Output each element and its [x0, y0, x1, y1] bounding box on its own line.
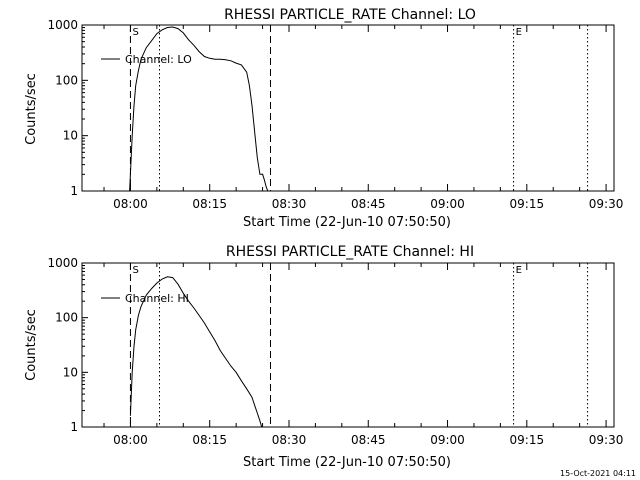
- marker-label: S: [132, 265, 138, 276]
- chart-panel-hi: RHESSI PARTICLE_RATE Channel: HI 08:00 08…: [24, 244, 623, 470]
- legend-label: Channel: LO: [125, 53, 192, 66]
- series-lines: [129, 276, 263, 428]
- x-tick-label: 09:15: [510, 197, 545, 211]
- y-tick-label: 1000: [47, 256, 78, 270]
- x-axis-ticks: 08:00 08:15 08:30 08:45 09:00 09:15 09:30: [103, 263, 624, 447]
- x-tick-label: 08:45: [351, 197, 386, 211]
- y-tick-label: 100: [55, 73, 78, 87]
- x-tick-label: 09:30: [589, 197, 624, 211]
- chart-title: RHESSI PARTICLE_RATE Channel: HI: [226, 244, 474, 260]
- y-tick-label: 100: [55, 311, 78, 325]
- x-tick-label: 09:15: [510, 433, 545, 447]
- y-axis-ticks: 1 10 100 1000: [47, 256, 88, 434]
- legend-label: Channel: HI: [125, 292, 189, 305]
- y-tick-label: 10: [63, 129, 78, 143]
- chart-panel-lo: RHESSI PARTICLE_RATE Channel: LO 08:00 08…: [24, 7, 623, 230]
- chart-title: RHESSI PARTICLE_RATE Channel: LO: [224, 7, 476, 23]
- x-tick-label: 08:00: [113, 197, 148, 211]
- marker-label: E: [516, 265, 522, 276]
- x-axis-title: Start Time (22-Jun-10 07:50:50): [243, 455, 451, 470]
- x-tick-label: 09:00: [430, 433, 465, 447]
- x-tick-label: 08:15: [192, 197, 227, 211]
- series-lines: [129, 26, 269, 192]
- x-axis-title: Start Time (22-Jun-10 07:50:50): [243, 215, 451, 230]
- y-axis-title: Counts/sec: [24, 73, 39, 145]
- legend: Channel: HI: [101, 292, 189, 305]
- x-axis-ticks: 08:00 08:15 08:30 08:45 09:00 09:15 09:30: [103, 25, 624, 211]
- y-tick-label: 1: [70, 184, 78, 198]
- y-tick-label: 10: [63, 365, 78, 379]
- x-tick-label: 08:15: [192, 433, 227, 447]
- legend: Channel: LO: [101, 53, 192, 66]
- x-tick-label: 08:45: [351, 433, 386, 447]
- marker-label: S: [132, 27, 138, 38]
- x-tick-label: 08:30: [272, 433, 307, 447]
- x-tick-label: 09:30: [589, 433, 624, 447]
- y-tick-label: 1: [70, 420, 78, 434]
- series-line: [129, 26, 269, 192]
- y-tick-label: 1000: [47, 18, 78, 32]
- footer-timestamp: 15-Oct-2021 04:11: [560, 469, 636, 478]
- y-axis-ticks: 1 10 100 1000: [47, 18, 88, 198]
- x-tick-label: 08:00: [113, 433, 148, 447]
- marker-label: E: [516, 27, 522, 38]
- y-axis-title: Counts/sec: [24, 309, 39, 381]
- x-tick-label: 09:00: [430, 197, 465, 211]
- plot-frame: [81, 24, 615, 192]
- series-line: [129, 276, 263, 428]
- x-tick-label: 08:30: [272, 197, 307, 211]
- plot-frame: [81, 262, 615, 428]
